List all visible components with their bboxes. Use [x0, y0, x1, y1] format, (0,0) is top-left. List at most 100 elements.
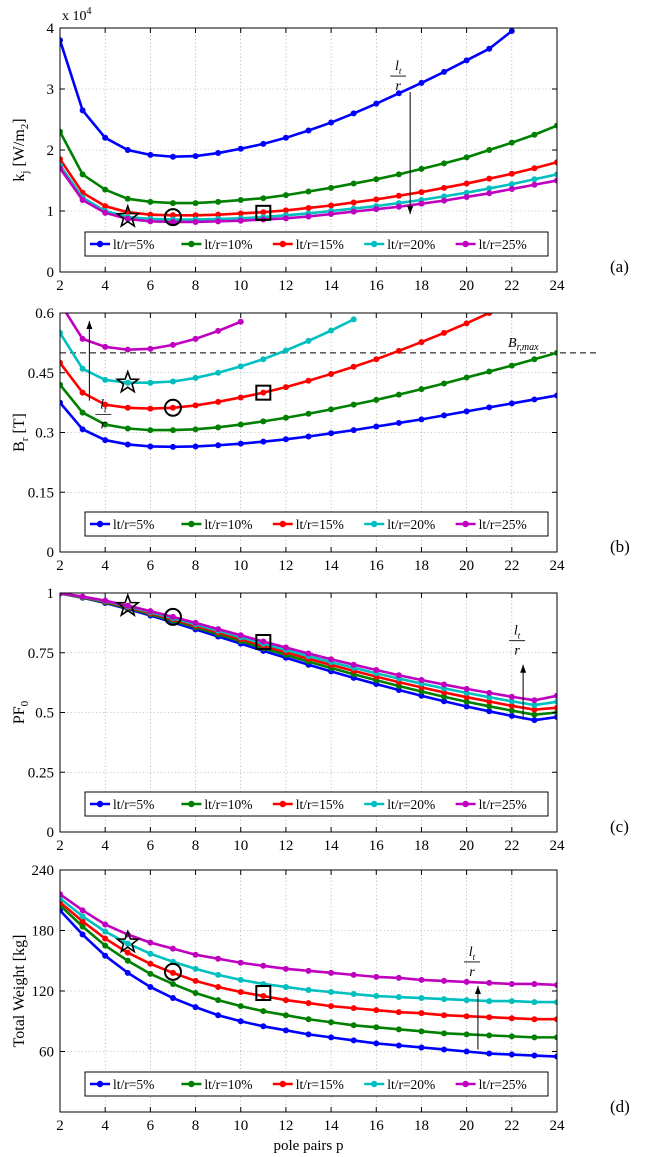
series-5 [64, 313, 244, 353]
data-point [147, 198, 154, 205]
data-point [305, 1016, 312, 1023]
data-point [102, 921, 109, 928]
data-point [169, 995, 176, 1002]
data-point [169, 443, 176, 450]
data-point [486, 45, 493, 52]
data-point [305, 204, 312, 211]
circle-marker [163, 607, 182, 626]
data-point [305, 127, 312, 134]
star-marker [115, 592, 141, 617]
data-point [554, 177, 557, 184]
data-point [60, 329, 63, 336]
data-point [305, 213, 312, 220]
data-point [60, 381, 63, 388]
data-point [215, 997, 222, 1004]
x-tick-label: 14 [324, 838, 340, 854]
x-tick-label: 2 [56, 558, 64, 574]
x-tick-label: 12 [278, 558, 293, 574]
data-point [486, 698, 493, 705]
data-point [531, 980, 538, 987]
y-tick-label: 0.75 [28, 646, 54, 662]
data-point [554, 698, 557, 705]
data-point [463, 1048, 470, 1055]
legend: lt/r=5% lt/r=10% lt/r=15% lt/r=20% lt/r=25% [84, 511, 549, 537]
x-tick-label: 22 [504, 558, 519, 574]
data-point [147, 608, 154, 615]
data-point [395, 1042, 402, 1049]
legend-item: lt/r=15% [272, 237, 344, 252]
data-point [418, 1028, 425, 1035]
data-point [102, 186, 109, 193]
star-marker [115, 203, 141, 228]
arrow-label-numerator-sub: t [518, 631, 521, 641]
data-point [169, 378, 176, 385]
data-point [328, 370, 335, 377]
x-tick-label: 22 [504, 1118, 519, 1134]
legend: lt/r=5% lt/r=10% lt/r=15% lt/r=20% lt/r=25% [84, 791, 549, 817]
data-point [554, 122, 557, 129]
data-point [169, 945, 176, 952]
data-point [237, 440, 244, 447]
legend-item: lt/r=10% [181, 797, 253, 812]
data-point [508, 1051, 515, 1058]
legend-label: lt/r=10% [204, 1077, 252, 1092]
data-point [102, 952, 109, 959]
trend-arrow-head [86, 320, 93, 329]
legend-swatch-dot [279, 800, 286, 808]
x-axis-label: pole pairs p [274, 1138, 344, 1154]
data-point [554, 714, 557, 721]
data-point [395, 672, 402, 679]
x-tick-label: 8 [192, 838, 200, 854]
data-point [147, 950, 154, 957]
data-point [79, 409, 86, 416]
data-point [192, 965, 199, 972]
y-label-part: PF [11, 706, 28, 724]
data-point [60, 399, 63, 406]
panel-label: (a) [610, 257, 629, 276]
data-point [124, 940, 131, 947]
data-point [147, 443, 154, 450]
data-point [395, 90, 402, 97]
data-point [395, 391, 402, 398]
data-point [147, 427, 154, 434]
data-point [305, 986, 312, 993]
data-point [463, 685, 470, 692]
data-point [418, 692, 425, 699]
y-tick-label: 0 [47, 545, 55, 561]
y-label-part: r [19, 437, 31, 441]
data-point [260, 438, 267, 445]
data-point [79, 171, 86, 178]
data-point [554, 1053, 557, 1060]
data-point [508, 693, 515, 700]
data-point [192, 200, 199, 207]
data-point [169, 200, 176, 207]
data-point [441, 681, 448, 688]
legend-swatch-dot [371, 1080, 378, 1088]
data-point [508, 181, 515, 188]
data-point [486, 979, 493, 986]
data-point [169, 980, 176, 987]
legend: lt/r=5% lt/r=10% lt/r=15% lt/r=20% lt/r=25% [84, 1071, 549, 1097]
series-3 [60, 899, 557, 1023]
data-point [463, 193, 470, 200]
data-point [508, 139, 515, 146]
legend-label: lt/r=15% [296, 797, 344, 812]
plot-area [60, 28, 557, 225]
data-point [79, 913, 86, 920]
data-point [282, 134, 289, 141]
series-1 [60, 907, 557, 1060]
data-point [282, 414, 289, 421]
x-tick-label: 18 [414, 1118, 429, 1134]
data-point [305, 188, 312, 195]
x-tick-label: 24 [550, 1118, 566, 1134]
data-point [102, 203, 109, 210]
data-point [260, 993, 267, 1000]
x-tick-label: 8 [192, 278, 200, 294]
data-point [508, 998, 515, 1005]
data-point [531, 131, 538, 138]
series-line [60, 313, 490, 410]
data-point [554, 1016, 557, 1023]
data-point [79, 107, 86, 114]
data-point [350, 180, 357, 187]
plot-area [60, 313, 557, 450]
